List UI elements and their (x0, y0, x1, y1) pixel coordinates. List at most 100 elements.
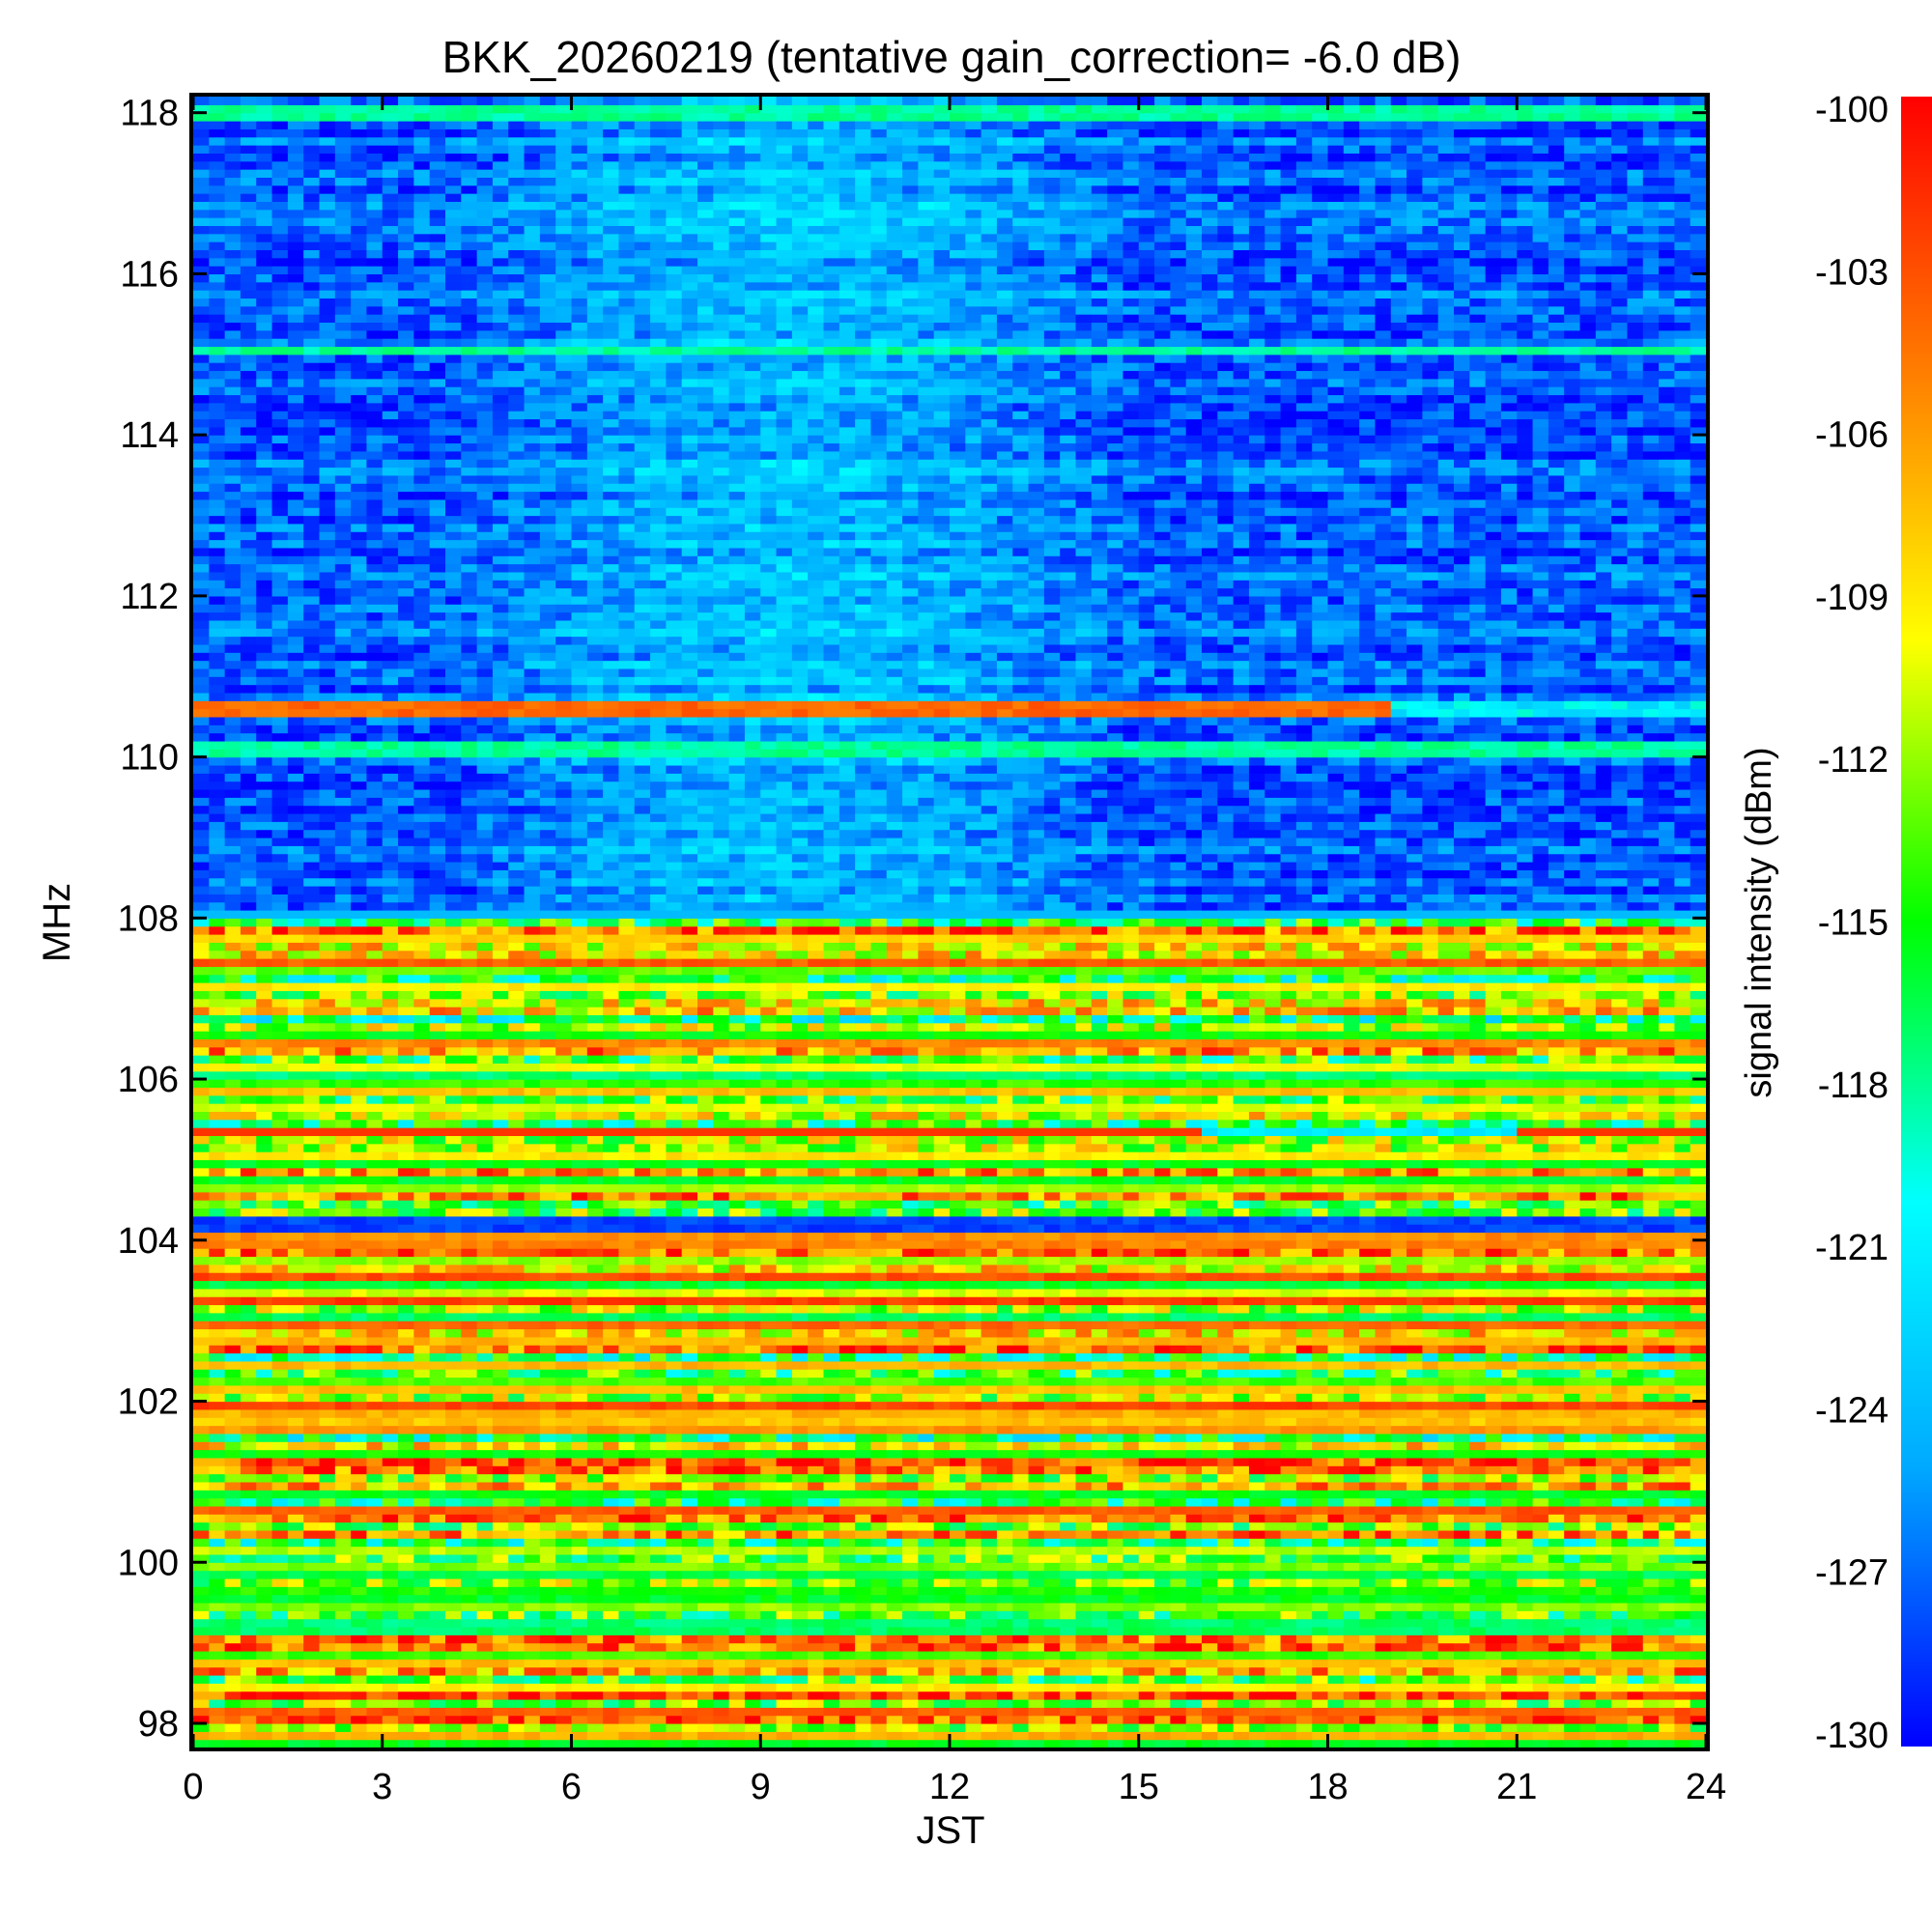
heatmap-cell (776, 1690, 793, 1700)
heatmap-cell (1659, 1505, 1675, 1515)
heatmap-cell (1611, 1594, 1629, 1604)
heatmap-cell (1217, 1441, 1235, 1451)
heatmap-cell (603, 1336, 620, 1346)
heatmap-cell (1060, 1739, 1077, 1748)
heatmap-cell (1690, 1594, 1707, 1604)
heatmap-cell (508, 1674, 526, 1684)
heatmap-cell (1248, 1433, 1265, 1442)
heatmap-cell (1312, 1408, 1329, 1418)
heatmap-cell (744, 1722, 761, 1732)
heatmap-cell (303, 1562, 321, 1572)
heatmap-cell (1422, 1586, 1439, 1596)
heatmap-cell (1107, 1529, 1124, 1539)
heatmap-cell (1690, 1642, 1707, 1652)
heatmap-cell (1564, 1473, 1581, 1483)
heatmap-cell (791, 1369, 809, 1378)
heatmap-cell (1107, 1441, 1124, 1451)
heatmap-cell (586, 1417, 604, 1427)
heatmap-cell (1564, 1562, 1581, 1572)
heatmap-cell (1091, 1707, 1108, 1717)
heatmap-cell (319, 1731, 336, 1741)
heatmap-cell (398, 1690, 414, 1700)
heatmap-cell (1422, 1529, 1439, 1539)
heatmap-cell (1233, 1457, 1250, 1466)
heatmap-cell (1248, 1715, 1265, 1724)
heatmap-cell (870, 1642, 888, 1652)
heatmap-cell (933, 1433, 951, 1442)
heatmap-cell (334, 1369, 352, 1378)
heatmap-cell (1280, 1465, 1297, 1475)
heatmap-cell (193, 1690, 210, 1700)
heatmap-cell (1642, 1352, 1660, 1362)
heatmap-cell (1138, 1393, 1155, 1403)
heatmap-cell (1642, 1553, 1660, 1563)
heatmap-cell (902, 1401, 919, 1410)
heatmap-cell (586, 1659, 604, 1668)
heatmap-cell (697, 1707, 714, 1717)
heatmap-cell (571, 1707, 588, 1717)
heatmap-cell (1359, 1401, 1377, 1410)
heatmap-cell (965, 1328, 982, 1338)
heatmap-cell (808, 1369, 825, 1378)
heatmap-cell (1312, 1490, 1329, 1499)
heatmap-cell (256, 1473, 273, 1483)
heatmap-cell (366, 1457, 384, 1466)
heatmap-cell (555, 1481, 573, 1491)
heatmap-cell (1564, 1521, 1581, 1531)
heatmap-cell (1359, 1514, 1377, 1523)
heatmap-cell (256, 1514, 273, 1523)
heatmap-cell (1327, 1634, 1345, 1644)
heatmap-cell (398, 1698, 414, 1708)
heatmap-cell (1028, 1481, 1045, 1491)
heatmap-cell (1579, 1369, 1597, 1378)
heatmap-cell (571, 1529, 588, 1539)
heatmap-cell (586, 1425, 604, 1435)
heatmap-cell (1375, 1457, 1392, 1466)
heatmap-cell (1075, 1360, 1093, 1370)
heatmap-cell (1564, 1352, 1581, 1362)
heatmap-cell (776, 1384, 793, 1394)
heatmap-cell (1690, 1352, 1707, 1362)
heatmap-cell (744, 1345, 761, 1354)
heatmap-cell (855, 1562, 872, 1572)
heatmap-cell (1170, 1739, 1187, 1748)
heatmap-cell (776, 1674, 793, 1684)
heatmap-cell (445, 1626, 462, 1635)
heatmap-cell (618, 1659, 636, 1668)
heatmap-cell (918, 1538, 935, 1548)
heatmap-cell (1185, 1529, 1203, 1539)
heatmap-cell (366, 1377, 384, 1386)
heatmap-cell (1060, 1352, 1077, 1362)
heatmap-cell (980, 1659, 998, 1668)
heatmap-cell (524, 1731, 541, 1741)
heatmap-cell (476, 1618, 494, 1628)
heatmap-cell (1422, 1562, 1439, 1572)
heatmap-cell (1233, 1538, 1250, 1548)
heatmap-cell (902, 1586, 919, 1596)
heatmap-cell (1075, 1659, 1093, 1668)
heatmap-cell (1674, 1546, 1691, 1555)
heatmap-cell (760, 1490, 778, 1499)
heatmap-cell (1517, 1650, 1534, 1660)
heatmap-cell (1359, 1408, 1377, 1418)
heatmap-cell (918, 1642, 935, 1652)
heatmap-cell (1564, 1328, 1581, 1338)
heatmap-cell (240, 1433, 257, 1442)
heatmap-cell (1422, 1634, 1439, 1644)
heatmap-cell (1327, 1562, 1345, 1572)
heatmap-cell (1500, 1715, 1518, 1724)
heatmap-cell (1107, 1666, 1124, 1676)
heatmap-cell (1012, 1505, 1030, 1515)
heatmap-cell (351, 1602, 368, 1611)
heatmap-cell (1579, 1698, 1597, 1708)
heatmap-cell (1343, 1345, 1360, 1354)
heatmap-cell (1627, 1401, 1644, 1410)
heatmap-cell (886, 1481, 903, 1491)
heatmap-cell (965, 1553, 982, 1563)
heatmap-cell (1517, 1586, 1534, 1596)
heatmap-cell (1075, 1481, 1093, 1491)
heatmap-cell (980, 1377, 998, 1386)
heatmap-cell (1674, 1570, 1691, 1579)
heatmap-cell (1217, 1345, 1235, 1354)
heatmap-cell (1454, 1666, 1470, 1676)
